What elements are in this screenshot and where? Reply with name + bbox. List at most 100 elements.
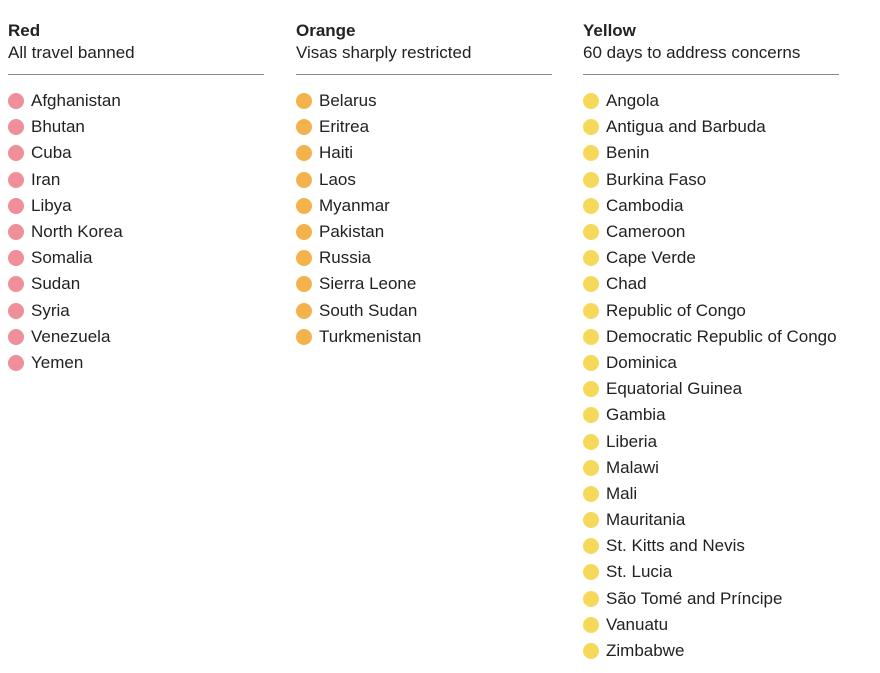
country-name: São Tomé and Príncipe (606, 588, 783, 608)
country-list: Afghanistan Bhutan Cuba Iran Libya North Kore… (8, 88, 264, 376)
status-dot-icon (296, 328, 312, 345)
country-item: Mali (583, 481, 839, 507)
status-dot-icon (8, 197, 24, 214)
country-name: Bhutan (31, 117, 85, 137)
country-item: Cambodia (583, 193, 839, 219)
country-item: Turkmenistan (296, 324, 552, 350)
country-name: Venezuela (31, 326, 111, 346)
country-name: Yemen (31, 352, 84, 372)
country-item: Sudan (8, 271, 264, 297)
country-item: Myanmar (296, 193, 552, 219)
country-name: Mauritania (606, 510, 686, 530)
country-name: North Korea (31, 222, 123, 242)
column-subtitle: Visas sharply restricted (296, 43, 472, 62)
status-dot-icon (583, 197, 599, 214)
country-name: Democratic Republic of Congo (606, 326, 837, 346)
country-name: South Sudan (319, 300, 418, 320)
country-name: Zimbabwe (606, 641, 685, 661)
status-dot-icon (583, 512, 599, 529)
status-dot-icon (8, 276, 24, 293)
country-name: Belarus (319, 91, 377, 111)
country-item: Angola (583, 88, 839, 114)
status-dot-icon (8, 93, 24, 110)
country-name: Republic of Congo (606, 300, 746, 320)
country-item: Haiti (296, 140, 552, 166)
column-title: Orange (296, 21, 356, 40)
status-dot-icon (583, 302, 599, 319)
country-name: Cameroon (606, 222, 686, 242)
country-name: St. Kitts and Nevis (606, 536, 745, 556)
status-dot-icon (296, 171, 312, 188)
country-item: Chad (583, 271, 839, 297)
country-name: Malawi (606, 457, 659, 477)
country-item: Cuba (8, 140, 264, 166)
country-name: Myanmar (319, 195, 390, 215)
country-item: Iran (8, 167, 264, 193)
status-dot-icon (583, 590, 599, 607)
column-red: Red All travel banned Afghanistan Bhutan C… (8, 20, 264, 376)
country-item: Malawi (583, 455, 839, 481)
country-name: Haiti (319, 143, 354, 163)
status-dot-icon (583, 224, 599, 241)
status-dot-icon (296, 197, 312, 214)
country-item: St. Lucia (583, 559, 839, 585)
country-name: Angola (606, 91, 659, 111)
country-name: Laos (319, 169, 356, 189)
country-item: Republic of Congo (583, 298, 839, 324)
country-item: Venezuela (8, 324, 264, 350)
status-dot-icon (8, 119, 24, 136)
status-dot-icon (583, 407, 599, 424)
status-dot-icon (583, 328, 599, 345)
status-dot-icon (296, 119, 312, 136)
status-dot-icon (583, 616, 599, 633)
status-dot-icon (8, 145, 24, 162)
country-item: Belarus (296, 88, 552, 114)
country-item: Somalia (8, 245, 264, 271)
country-item: Liberia (583, 428, 839, 454)
status-dot-icon (8, 354, 24, 371)
status-dot-icon (296, 250, 312, 267)
status-dot-icon (8, 171, 24, 188)
column-divider (8, 74, 264, 75)
country-name: Libya (31, 195, 72, 215)
country-name: Cape Verde (606, 248, 696, 268)
status-dot-icon (583, 485, 599, 502)
country-item: Equatorial Guinea (583, 376, 839, 402)
status-dot-icon (296, 302, 312, 319)
country-item: Democratic Republic of Congo (583, 324, 839, 350)
status-dot-icon (583, 459, 599, 476)
column-title: Red (8, 21, 41, 40)
country-name: Liberia (606, 431, 658, 451)
country-name: Pakistan (319, 222, 385, 242)
country-name: Vanuatu (606, 614, 669, 634)
country-item: Cameroon (583, 219, 839, 245)
column-divider (583, 74, 839, 75)
column-title: Yellow (583, 21, 636, 40)
country-list: Belarus Eritrea Haiti Laos Myanmar Pakistan Ru… (296, 88, 552, 350)
country-name: Sudan (31, 274, 81, 294)
country-item: Syria (8, 298, 264, 324)
country-name: Chad (606, 274, 647, 294)
country-item: Sierra Leone (296, 271, 552, 297)
country-item: Benin (583, 140, 839, 166)
column-subtitle: 60 days to address concerns (583, 43, 801, 62)
status-dot-icon (296, 93, 312, 110)
column-divider (296, 74, 552, 75)
country-name: Eritrea (319, 117, 370, 137)
country-item: Gambia (583, 402, 839, 428)
country-name: Afghanistan (31, 91, 121, 111)
country-name: Sierra Leone (319, 274, 417, 294)
country-item: Cape Verde (583, 245, 839, 271)
country-item: St. Kitts and Nevis (583, 533, 839, 559)
country-name: Dominica (606, 352, 677, 372)
status-dot-icon (296, 224, 312, 241)
country-name: Turkmenistan (319, 326, 422, 346)
status-dot-icon (583, 145, 599, 162)
country-item: Dominica (583, 350, 839, 376)
status-dot-icon (583, 171, 599, 188)
country-name: St. Lucia (606, 562, 673, 582)
country-item: Bhutan (8, 114, 264, 140)
status-dot-icon (583, 354, 599, 371)
country-item: Mauritania (583, 507, 839, 533)
status-dot-icon (583, 433, 599, 450)
